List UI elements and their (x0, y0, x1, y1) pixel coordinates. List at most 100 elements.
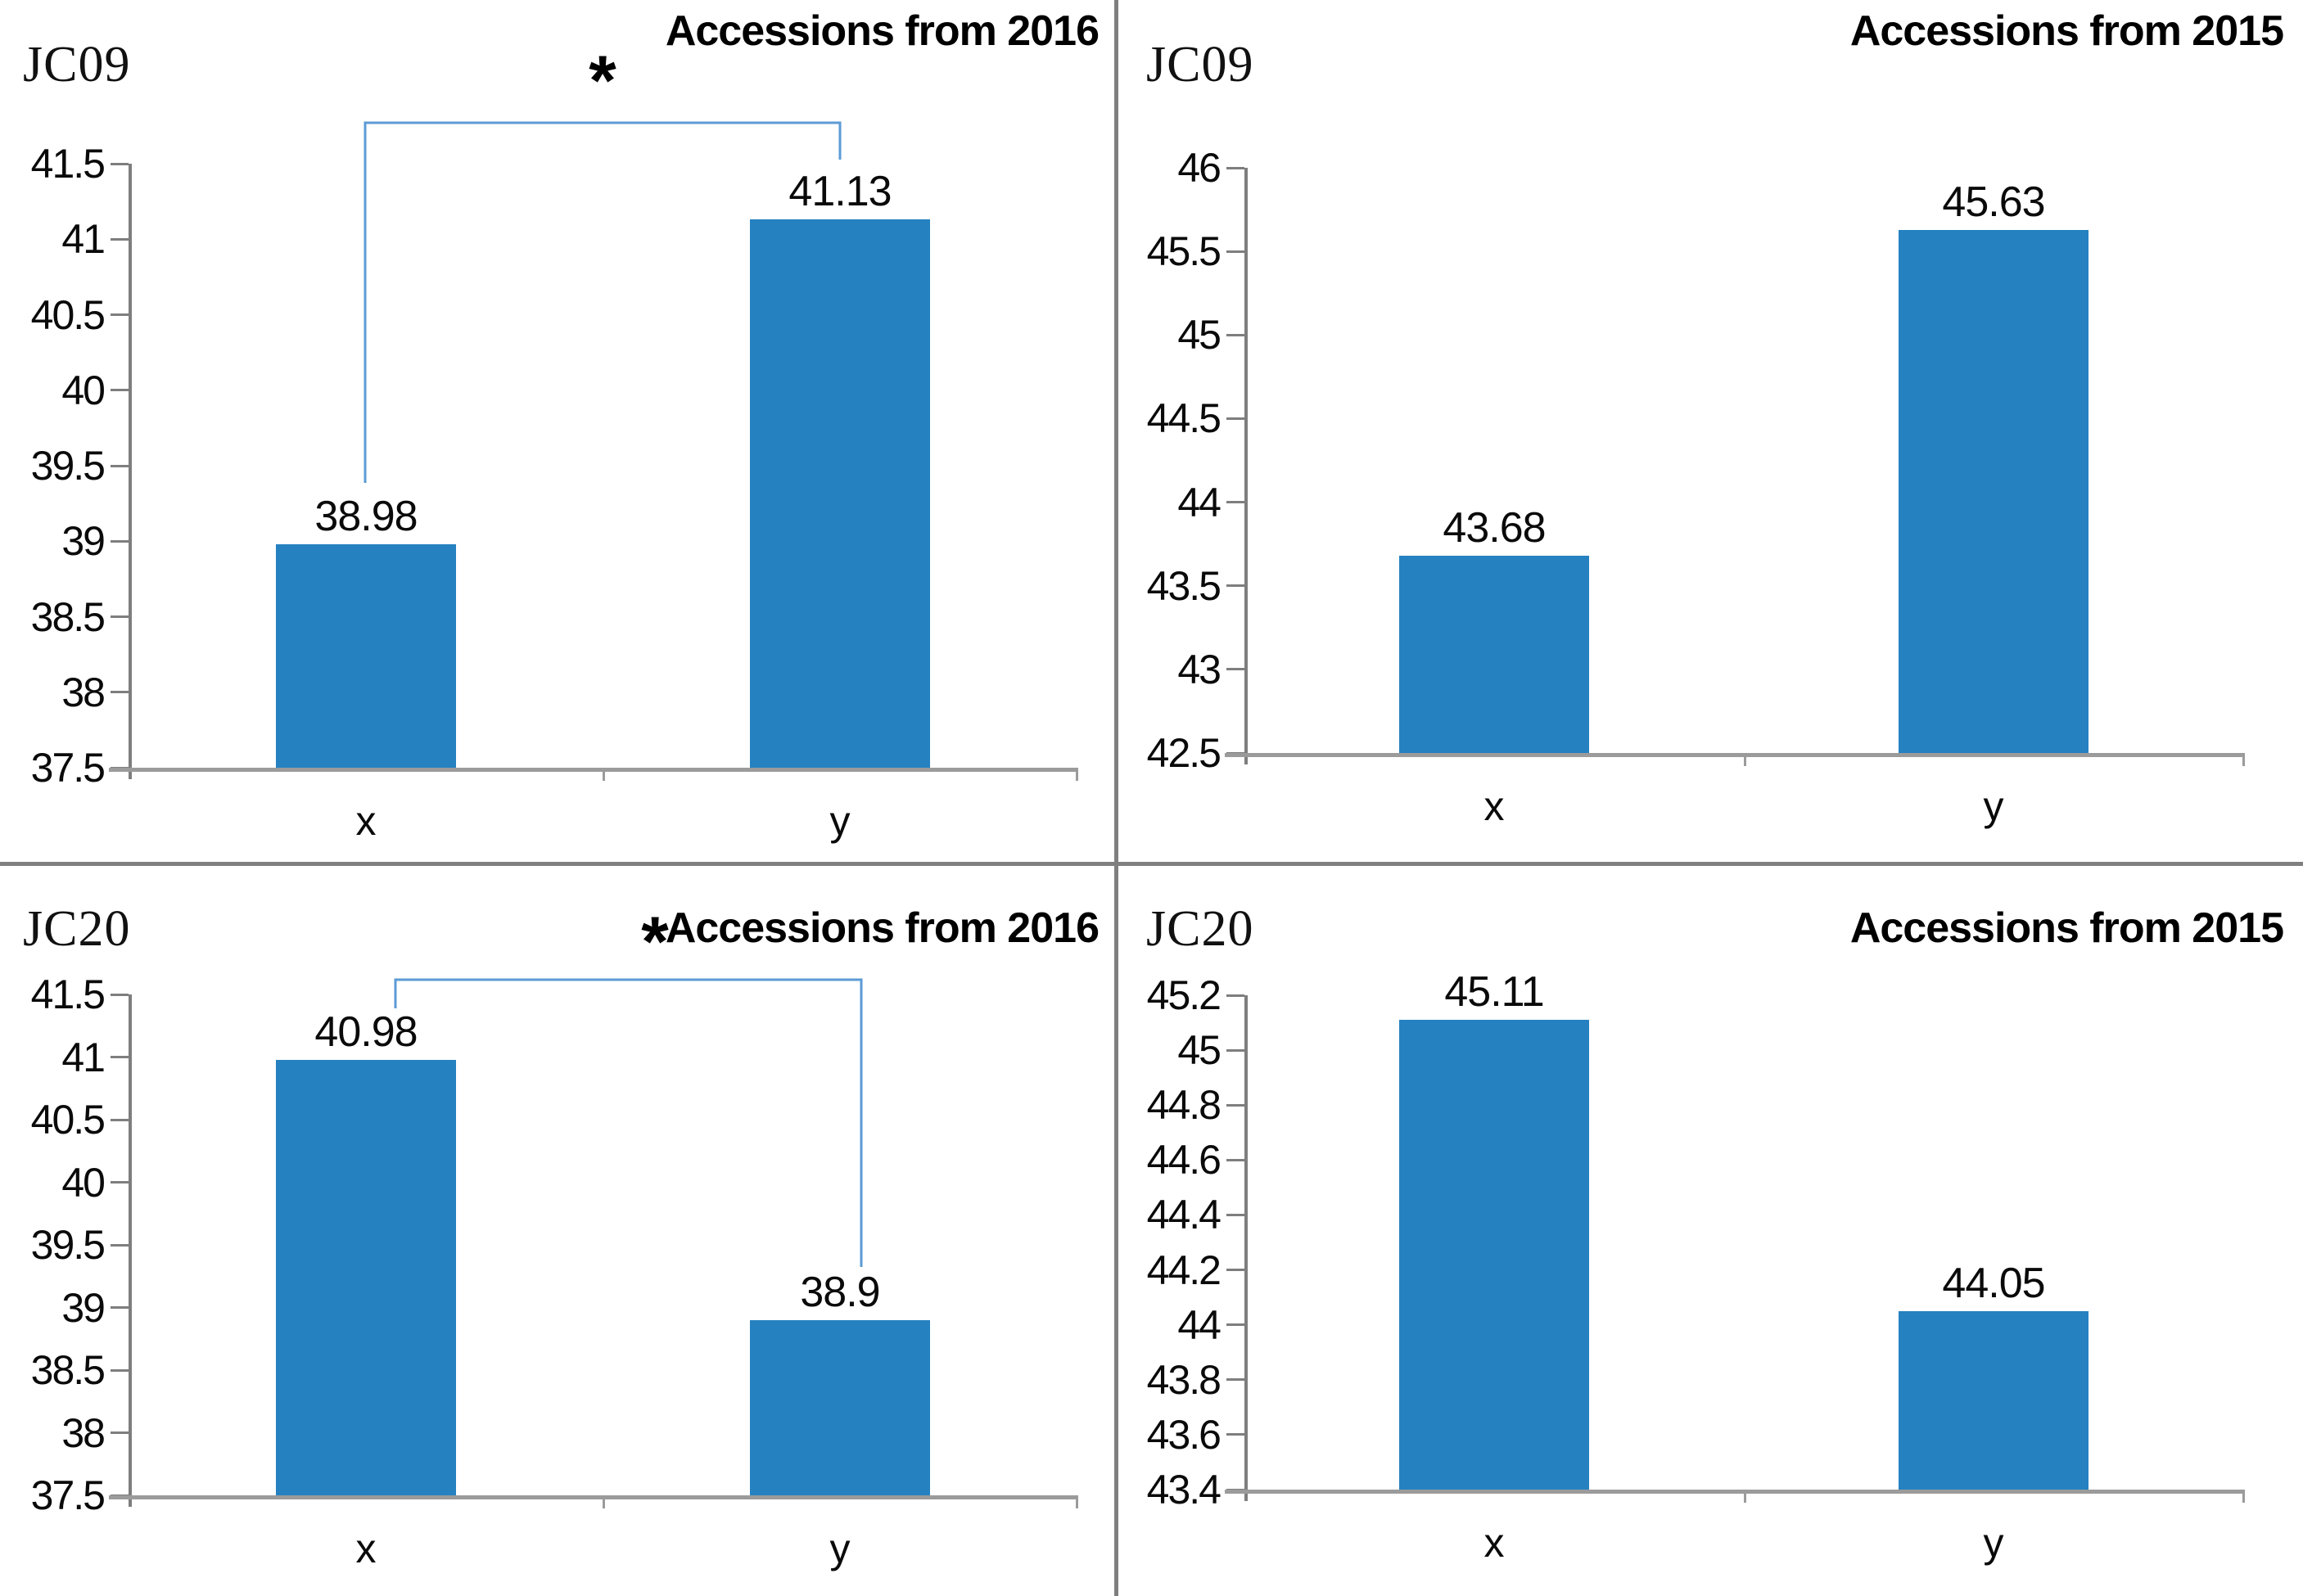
y-tick-label: 41 (61, 1035, 106, 1080)
significance-bracket (394, 978, 863, 1267)
y-tick-label: 40 (61, 367, 106, 413)
y-tick-label: 44.5 (1146, 395, 1221, 441)
y-tick-label: 39.5 (30, 443, 106, 489)
x-axis-line (1225, 753, 2243, 757)
chart-area: 46 45.5 45 44.5 44 43.5 43 42.5 43.68 x 45.63 y (1123, 0, 2303, 862)
y-axis-tick (1226, 1104, 1244, 1107)
panel-title: Accessions from 2016 (665, 904, 1100, 952)
x-axis-tick (603, 768, 605, 781)
panel-corner-label: JC09 (1146, 37, 1254, 92)
y-tick-label: 44.4 (1146, 1192, 1221, 1238)
significance-bracket (364, 121, 842, 483)
panel-corner-label: JC09 (23, 37, 131, 92)
significance-asterisk: * (641, 903, 669, 981)
y-axis-tick (111, 540, 129, 543)
panel-corner-label: JC20 (23, 901, 131, 957)
bar-value-label: 45.63 (1942, 178, 2045, 226)
bar-y (1899, 230, 2089, 753)
y-axis-tick (111, 1119, 129, 1121)
x-axis-tick (2242, 1490, 2245, 1503)
panel-title: Accessions from 2015 (1849, 7, 2284, 55)
y-axis-tick (111, 994, 129, 996)
y-tick-label: 44 (1177, 480, 1221, 525)
x-axis-tick (603, 1495, 605, 1508)
chart-area: 45.2 45 44.8 44.6 44.4 44.2 44 43.8 43.6 43.4 45.1… (1123, 866, 2303, 1596)
y-tick-label: 38.5 (30, 1347, 106, 1393)
y-tick-label: 44 (1177, 1302, 1221, 1348)
y-axis-tick (1226, 250, 1244, 253)
horizontal-panel-divider (0, 862, 2303, 866)
y-tick-label: 43.6 (1146, 1412, 1221, 1458)
panel-title: Accessions from 2015 (1849, 904, 2284, 952)
bar-value-label: 45.11 (1444, 968, 1544, 1016)
y-tick-label: 42.5 (1146, 730, 1221, 776)
bar-value-label: 44.05 (1942, 1260, 2045, 1307)
x-axis-tick (1744, 753, 1746, 766)
y-axis-tick (1226, 584, 1244, 587)
panel-bottom-right: 45.2 45 44.8 44.6 44.4 44.2 44 43.8 43.6 43.4 45.1… (1123, 866, 2303, 1596)
bar-value-label: 40.98 (314, 1008, 418, 1056)
y-tick-label: 38 (61, 1410, 106, 1456)
y-axis-tick (111, 313, 129, 316)
y-axis-tick (1226, 501, 1244, 503)
y-axis-tick (111, 615, 129, 618)
bar-x (1399, 556, 1589, 753)
y-axis-tick (111, 1369, 129, 1372)
y-axis-tick (111, 1244, 129, 1247)
y-tick-label: 40.5 (30, 292, 106, 338)
y-axis-tick (111, 1306, 129, 1309)
x-axis-line (109, 768, 1077, 772)
panel-top-left: 41.5 41 40.5 40 39.5 39 38.5 38 37.5 38.98 x 41.13 y… (0, 0, 1118, 862)
x-category-label: x (355, 798, 377, 844)
bar-value-label: 41.13 (788, 168, 892, 215)
y-axis-tick (1226, 1159, 1244, 1161)
bar-value-label: 38.9 (800, 1269, 880, 1316)
y-tick-label: 38.5 (30, 594, 106, 640)
y-tick-label: 41 (61, 216, 106, 262)
bar-x (276, 544, 456, 768)
x-category-label: y (1983, 783, 2004, 829)
y-tick-label: 37.5 (30, 1472, 106, 1518)
x-category-label: x (355, 1526, 377, 1571)
y-axis-tick (1226, 1323, 1244, 1326)
significance-asterisk: * (589, 42, 616, 120)
y-axis-tick (111, 1181, 129, 1183)
panel-top-right: 46 45.5 45 44.5 44 43.5 43 42.5 43.68 x 45.63 y JC0… (1123, 0, 2303, 862)
bar-x (1399, 1020, 1589, 1490)
y-tick-label: 40.5 (30, 1097, 106, 1143)
y-tick-label: 43.5 (1146, 563, 1221, 609)
y-axis-tick (111, 163, 129, 165)
panel-bottom-left: 41.5 41 40.5 40 39.5 39 38.5 38 37.5 40.98 x 38.9 y *… (0, 866, 1118, 1596)
y-tick-label: 45.2 (1146, 972, 1221, 1018)
y-axis-tick (1226, 1433, 1244, 1436)
x-axis-tick (1076, 768, 1078, 781)
panel-title: Accessions from 2016 (665, 7, 1100, 55)
y-tick-label: 40 (61, 1160, 106, 1206)
y-axis-tick (111, 389, 129, 391)
y-axis-tick (1226, 334, 1244, 336)
y-axis-tick (1226, 1269, 1244, 1271)
y-axis-tick (111, 1056, 129, 1058)
y-axis-tick (1226, 1214, 1244, 1216)
x-category-label: x (1483, 1520, 1505, 1566)
y-tick-label: 45 (1177, 312, 1221, 358)
x-axis-tick (1076, 1495, 1078, 1508)
y-axis-tick (1226, 668, 1244, 670)
y-tick-label: 39 (61, 518, 106, 564)
x-axis-tick (2242, 753, 2245, 766)
y-tick-label: 39 (61, 1285, 106, 1331)
y-axis-line (1244, 995, 1248, 1501)
vertical-panel-divider (1114, 0, 1118, 1596)
y-axis-line (129, 164, 132, 779)
chart-area: 41.5 41 40.5 40 39.5 39 38.5 38 37.5 40.98 x 38.9 y * (0, 866, 1118, 1596)
x-category-label: y (829, 1526, 851, 1571)
y-tick-label: 46 (1177, 145, 1221, 191)
bar-x (276, 1060, 456, 1495)
bar-y (750, 219, 930, 768)
y-axis-tick (111, 691, 129, 693)
x-axis-tick (1744, 1490, 1746, 1503)
panel-corner-label: JC20 (1146, 901, 1254, 957)
y-tick-label: 41.5 (30, 141, 106, 187)
y-tick-label: 43.4 (1146, 1467, 1221, 1513)
y-tick-label: 38 (61, 670, 106, 715)
